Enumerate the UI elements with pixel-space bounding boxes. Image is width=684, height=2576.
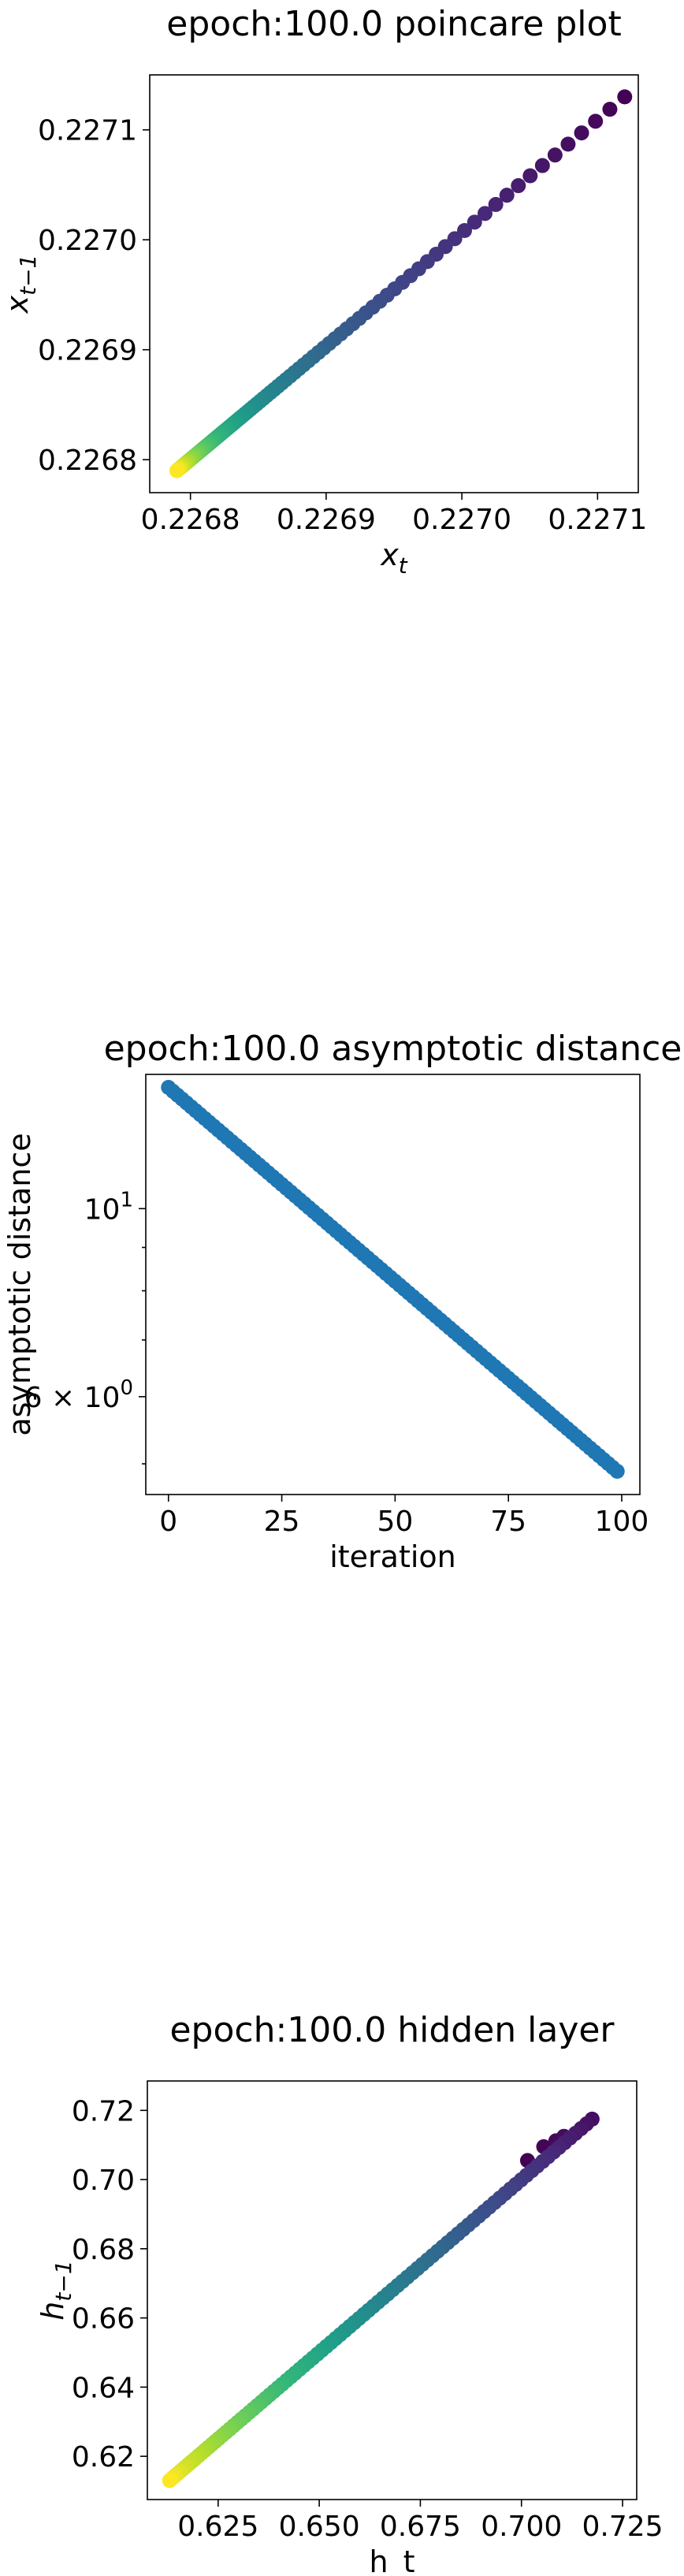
chart-title: epoch:100.0 hidden layer [169, 2010, 615, 2050]
x-tick-label: 0.650 [279, 2511, 360, 2543]
data-point [169, 463, 184, 478]
x-tick-label: 25 [264, 1506, 300, 1538]
y-tick-label: 6 × 100 [24, 1376, 133, 1414]
x-axis-label: iteration [329, 1539, 456, 1574]
plot-frame [149, 74, 639, 493]
chart-1: epoch:100.0 poincare plot 0.2268 0.2269 0.2… [0, 4, 647, 579]
y-tick-label: 0.62 [72, 2441, 135, 2474]
y-tick-label: 0.72 [72, 2095, 135, 2127]
data-point [478, 206, 493, 221]
x-tick-label: 50 [377, 1506, 413, 1538]
y-tick-label: 0.2270 [38, 225, 137, 257]
plot-frame [145, 1074, 641, 1495]
y-axis-label: xt−1 [0, 255, 41, 315]
data-point [609, 1463, 625, 1479]
chart-2: epoch:100.0 asymptotic distance 0 25 50 75 10… [2, 1029, 682, 1574]
y-tick-label: 0.68 [72, 2234, 135, 2266]
y-tick-label: 0.2268 [38, 445, 137, 477]
data-point [560, 136, 576, 152]
x-axis-label: h_t [370, 2544, 415, 2576]
y-axis-label: asymptotic distance [2, 1133, 37, 1435]
y-tick-label: 0.70 [72, 2165, 135, 2197]
data-point [467, 214, 482, 230]
data-point [499, 188, 515, 203]
data-point [522, 168, 538, 184]
data-point [617, 89, 633, 105]
data-point [162, 2473, 177, 2489]
data-point [574, 125, 589, 141]
chart-title: epoch:100.0 asymptotic distance [104, 1029, 682, 1069]
x-tick-label: 75 [490, 1506, 526, 1538]
x-tick-label: 0.725 [582, 2511, 664, 2543]
x-tick-label: 0.2269 [277, 504, 376, 536]
y-tick-label: 101 [84, 1188, 133, 1226]
data-point [602, 102, 618, 117]
x-tick-label: 100 [595, 1506, 649, 1538]
x-tick-label: 0.625 [177, 2511, 258, 2543]
data-point [588, 114, 604, 129]
x-axis-label: xt [380, 538, 408, 579]
y-tick-label: 0.2269 [38, 335, 137, 367]
data-point [547, 147, 563, 163]
y-tick-label: 0.64 [72, 2372, 135, 2404]
x-tick-label: 0.675 [380, 2511, 461, 2543]
y-axis-label: ht−1 [35, 2260, 76, 2320]
y-tick-label: 0.66 [72, 2303, 135, 2336]
y-tick-label: 0.2271 [38, 115, 137, 147]
data-point [534, 158, 550, 173]
data-point [488, 196, 504, 212]
chart-title: epoch:100.0 poincare plot [166, 4, 621, 44]
x-tick-label: 0 [159, 1506, 177, 1538]
plot-frame [147, 2080, 638, 2500]
x-tick-label: 0.700 [481, 2511, 562, 2543]
x-tick-label: 0.2271 [548, 504, 647, 536]
x-tick-label: 0.2268 [141, 504, 240, 536]
chart-3: epoch:100.0 hidden layer 0.625 0.650 0.675 0… [35, 2010, 664, 2576]
x-tick-label: 0.2270 [412, 504, 511, 536]
data-point [511, 178, 526, 194]
